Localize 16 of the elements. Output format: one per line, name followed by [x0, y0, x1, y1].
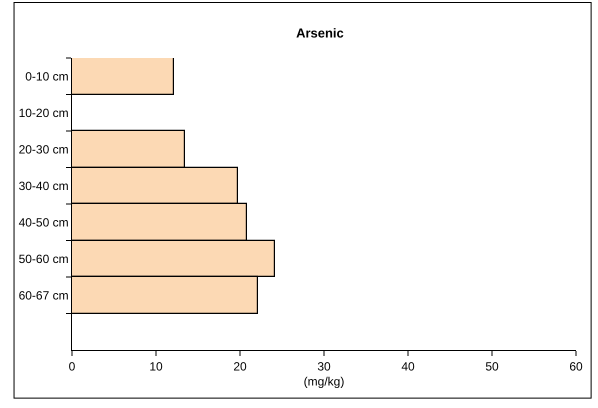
x-tick-label: 0 [68, 359, 76, 374]
y-tick-label: 30-40 cm [18, 178, 69, 193]
y-tick-label: 20-30 cm [18, 142, 69, 156]
y-tick-label: 60-67 cm [18, 288, 69, 302]
x-tick-label: 60 [569, 359, 583, 374]
x-tick-label: 10 [149, 359, 163, 374]
x-tick-label: 50 [485, 359, 499, 374]
y-tick-label: 50-60 cm [18, 252, 69, 266]
x-axis-title: (mg/kg) [304, 374, 344, 388]
x-tick-label: 40 [401, 359, 415, 374]
x-tick-label: 20 [233, 359, 247, 374]
x-tick-label: 30 [317, 359, 331, 374]
chart-title: Arsenic [296, 26, 344, 41]
y-tick-label: 40-50 cm [18, 215, 69, 230]
y-tick-label: 0-10 cm [25, 69, 69, 84]
y-tick-label: 10-20 cm [18, 106, 69, 120]
